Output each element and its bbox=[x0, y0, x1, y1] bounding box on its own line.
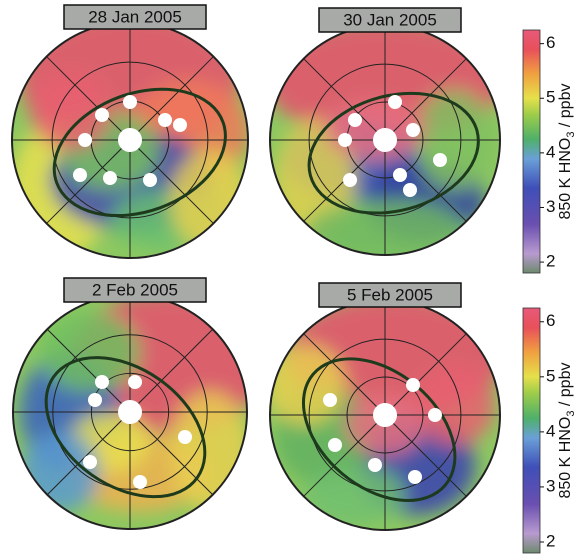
station bbox=[393, 168, 407, 182]
pole bbox=[118, 128, 142, 152]
station bbox=[406, 123, 420, 137]
tick-label: 3 bbox=[546, 476, 555, 495]
station bbox=[128, 375, 142, 389]
label-text: / ppbv bbox=[557, 363, 574, 411]
tick-label: 6 bbox=[546, 33, 555, 52]
polar-map bbox=[265, 295, 505, 530]
station bbox=[173, 118, 187, 132]
station bbox=[133, 475, 147, 489]
station bbox=[158, 113, 172, 127]
station bbox=[88, 393, 102, 407]
station bbox=[123, 95, 137, 109]
station bbox=[328, 438, 342, 452]
station bbox=[428, 408, 442, 422]
label-text: 850 K HNO bbox=[557, 417, 574, 499]
figure: 28 Jan 2005 30 Jan 2005 2 Feb 2005 5 Feb 20… bbox=[0, 0, 581, 556]
station bbox=[343, 173, 357, 187]
field-blob bbox=[170, 392, 250, 512]
label-text: 850 K HNO bbox=[557, 138, 574, 220]
tick-label: 2 bbox=[546, 252, 555, 271]
polar-map bbox=[265, 20, 505, 260]
station bbox=[83, 455, 97, 469]
panel-title: 5 Feb 2005 bbox=[347, 285, 433, 304]
field-blob bbox=[415, 365, 495, 445]
field-blob bbox=[40, 312, 140, 392]
tick-label: 3 bbox=[546, 197, 555, 216]
polar-map bbox=[13, 292, 270, 529]
label-text: / ppbv bbox=[557, 84, 574, 132]
tick-label: 5 bbox=[546, 366, 555, 385]
station bbox=[433, 153, 447, 167]
panel-title: 30 Jan 2005 bbox=[343, 10, 437, 29]
station bbox=[368, 458, 382, 472]
station bbox=[73, 168, 87, 182]
colorbar-label: 850 K HNO3 / ppbv bbox=[557, 363, 577, 499]
station bbox=[95, 108, 109, 122]
tick-label: 6 bbox=[546, 311, 555, 330]
tick-label: 5 bbox=[546, 88, 555, 107]
station bbox=[388, 95, 402, 109]
colorbar bbox=[523, 30, 540, 273]
panel-title: 28 Jan 2005 bbox=[88, 7, 182, 26]
station bbox=[338, 133, 352, 147]
pole bbox=[373, 128, 397, 152]
panel-title: 2 Feb 2005 bbox=[92, 280, 178, 299]
station bbox=[78, 133, 92, 147]
colorbar bbox=[523, 308, 540, 553]
station bbox=[406, 378, 420, 392]
station bbox=[408, 470, 422, 484]
tick-label: 4 bbox=[546, 142, 555, 161]
station bbox=[403, 183, 417, 197]
station bbox=[348, 113, 362, 127]
tick-label: 2 bbox=[546, 531, 555, 550]
polar-map bbox=[10, 10, 250, 260]
station bbox=[323, 393, 337, 407]
field-blob bbox=[305, 465, 405, 525]
station bbox=[103, 171, 117, 185]
station bbox=[178, 430, 192, 444]
tick-label: 4 bbox=[546, 421, 555, 440]
pole bbox=[118, 400, 142, 424]
colorbar-label: 850 K HNO3 / ppbv bbox=[557, 84, 577, 220]
station bbox=[143, 173, 157, 187]
pole bbox=[373, 403, 397, 427]
station bbox=[95, 375, 109, 389]
field-blob bbox=[170, 150, 250, 250]
